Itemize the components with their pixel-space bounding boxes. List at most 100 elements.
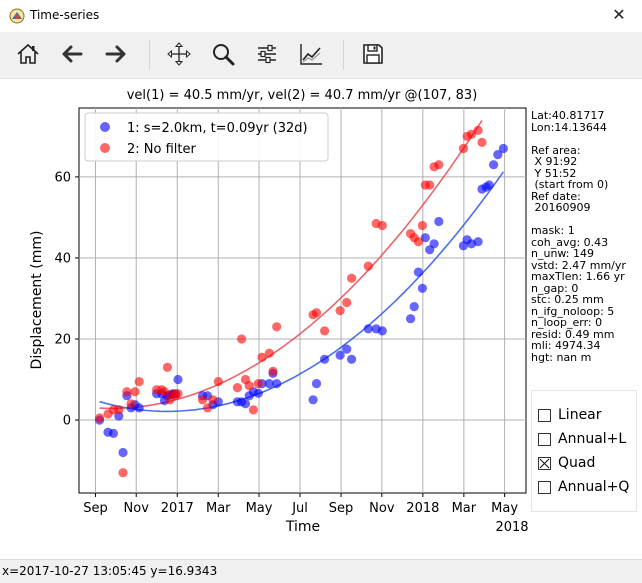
y-axis-label: Displacement (mm) (29, 231, 45, 370)
data-point-series-2 (202, 403, 213, 413)
data-point-series-2 (130, 387, 140, 397)
axis-ticks: Sep Nov 2017 Mar May Jul Sep Nov 2018 Mar May 0 20 40… (54, 170, 518, 516)
data-point-series-2 (311, 308, 322, 318)
data-point-series-1 (493, 150, 503, 160)
data-point-series-1 (108, 428, 118, 438)
data-point-series-1 (420, 233, 430, 243)
data-point-series-2 (320, 326, 330, 336)
x-tick-label: Nov (124, 501, 150, 516)
grid (79, 108, 526, 493)
toolbar-separator (343, 40, 344, 70)
x-tick-label: Nov (369, 501, 395, 516)
configure-subplots-button[interactable] (249, 36, 285, 72)
data-point-series-1 (473, 237, 483, 247)
legend-box (84, 112, 329, 162)
save-button[interactable] (355, 36, 391, 72)
app-icon (9, 8, 25, 24)
y-tick-label: 60 (54, 170, 71, 185)
fit-options-panel: Linear Annual+L Quad Annual+Q (531, 390, 637, 512)
data-point-series-1 (272, 379, 282, 389)
fit-option-label: Quad (558, 455, 596, 471)
close-button[interactable]: ✕ (612, 5, 626, 24)
back-button[interactable] (54, 36, 90, 72)
data-point-series-2 (413, 237, 423, 247)
window-title: Time-series (30, 8, 100, 22)
data-point-series-2 (232, 383, 242, 393)
zoom-button[interactable] (205, 36, 241, 72)
edit-curve-button[interactable] (293, 36, 329, 72)
fit-option-linear[interactable]: Linear (538, 405, 602, 425)
checkbox-annual-linear[interactable] (538, 432, 551, 446)
data-point-series-1 (347, 354, 357, 364)
data-point-series-2 (162, 362, 172, 372)
data-point-series-2 (134, 377, 144, 387)
data-point-series-2 (213, 377, 223, 387)
data-point-series-2 (272, 322, 282, 332)
fit-option-annual-quad[interactable]: Annual+Q (538, 477, 629, 497)
chart-title: vel(1) = 40.5 mm/yr, vel(2) = 40.7 mm/yr… (127, 88, 478, 103)
data-point-series-2 (417, 220, 427, 231)
fit-option-label: Annual+Q (558, 479, 630, 495)
data-point-series-1 (489, 160, 499, 170)
fit-option-quad[interactable]: Quad (538, 453, 595, 473)
data-point-series-1 (342, 344, 352, 354)
home-button[interactable] (10, 36, 46, 72)
plot-frame (78, 107, 527, 494)
data-point-series-1 (417, 283, 427, 293)
fit-option-annual-linear[interactable]: Annual+L (538, 429, 626, 449)
y-tick-label: 20 (54, 333, 71, 348)
data-point-series-1 (134, 403, 144, 413)
data-point-series-1 (253, 388, 263, 398)
sliders-icon (258, 44, 276, 64)
checkbox-quad[interactable] (538, 456, 551, 470)
forward-button[interactable] (98, 36, 134, 72)
data-point-series-2 (197, 395, 208, 405)
toolbar-separator (149, 40, 150, 70)
checkbox-linear[interactable] (538, 408, 551, 422)
data-point-series-2 (244, 381, 254, 391)
line-chart-icon (300, 44, 322, 65)
pan-button[interactable] (161, 36, 197, 72)
data-point-series-1 (264, 379, 274, 389)
fit-option-label: Linear (558, 407, 602, 423)
floppy-disk-icon (363, 44, 383, 64)
data-point-series-1 (406, 314, 416, 324)
x-tick-label: Sep (329, 501, 354, 516)
data-point-series-2 (95, 413, 105, 423)
title-bar: Time-series ✕ (0, 0, 642, 32)
data-point-series-2 (208, 395, 218, 405)
data-point-series-2 (159, 387, 170, 397)
x-axis-label: Time (285, 519, 320, 535)
x-tick-label: Mar (452, 501, 477, 516)
data-point-series-1 (308, 395, 318, 405)
x-tick-label: Sep (83, 501, 108, 516)
data-point-series-1 (240, 399, 251, 409)
data-point-series-2 (237, 334, 247, 344)
move-icon (167, 42, 191, 66)
legend-marker-1 (100, 122, 110, 132)
data-point-series-2 (118, 468, 128, 478)
data-point-series-1 (118, 447, 128, 458)
data-point-series-2 (264, 348, 274, 358)
data-point-series-2 (458, 143, 468, 154)
data-point-series-2 (248, 405, 258, 415)
data-point-series-1 (413, 267, 423, 277)
data-point-series-1 (434, 216, 444, 227)
pixel-info-panel: Lat:40.81717 Lon:14.13644 Ref area: X 91… (531, 110, 626, 363)
checkbox-annual-quad[interactable] (538, 480, 551, 494)
x-tick-label: May (246, 501, 273, 516)
data-point-series-2 (126, 399, 136, 409)
data-point-series-1 (498, 143, 508, 154)
fit-curve-1 (99, 171, 505, 413)
x-tick-label: May (491, 501, 518, 516)
data-point-series-2 (342, 297, 352, 308)
data-point-series-2 (114, 405, 124, 415)
data-point-series-2 (173, 389, 183, 399)
data-point-series-2 (335, 306, 345, 316)
legend: 1: s=2.0km, t=0.09yr (32d) 2: No filter (84, 112, 329, 162)
data-point-series-1 (335, 350, 345, 360)
x-offset-label: 2018 (495, 520, 528, 535)
magnifier-icon (213, 44, 235, 66)
x-tick-label: 2018 (406, 501, 439, 516)
